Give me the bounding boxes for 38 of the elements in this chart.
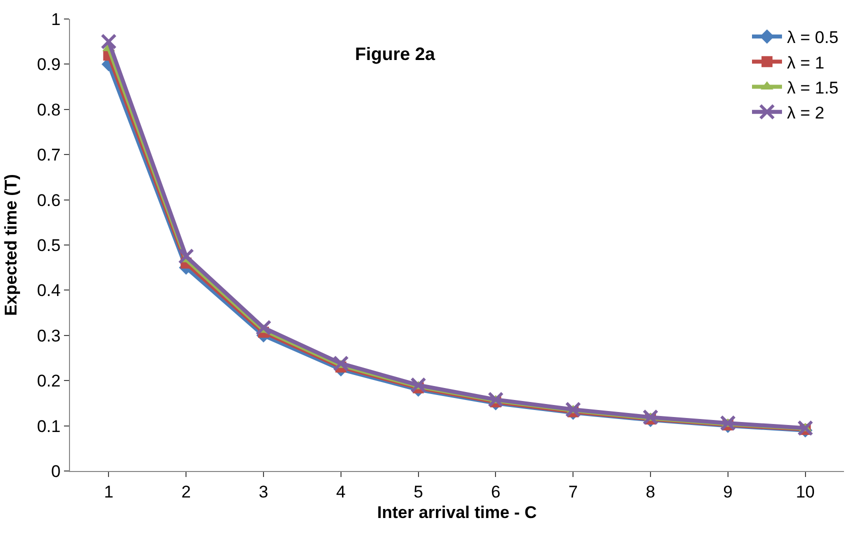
y-tick-label: 0.3 — [36, 326, 61, 346]
point — [256, 320, 272, 336]
x-tick-label: 5 — [414, 482, 424, 502]
text: Figure 2a — [355, 44, 436, 64]
y-tick-label: 0.2 — [36, 372, 61, 391]
x-tick-label: 6 — [490, 482, 500, 502]
point — [565, 402, 582, 418]
y-tick-label: 0.1 — [36, 416, 61, 436]
point — [178, 248, 194, 264]
x-tick-label: 8 — [646, 482, 656, 502]
legend-label: λ = 2 — [787, 103, 824, 122]
y-tick-label: 0.7 — [36, 146, 61, 165]
y-tick-label: 0 — [51, 462, 61, 481]
point — [488, 392, 504, 408]
y-tick-label: 0.9 — [36, 55, 61, 74]
point — [410, 377, 426, 394]
legend-label: λ = 1.5 — [787, 78, 839, 98]
x-tick-label: 4 — [336, 482, 346, 502]
point — [332, 355, 349, 372]
point — [642, 409, 658, 426]
x-tick-label: 3 — [258, 482, 268, 502]
y-axis-title: Expected time (T) — [2, 174, 21, 316]
x-tick-label: 9 — [723, 482, 733, 502]
legend-label: λ = 1 — [787, 53, 824, 72]
x-tick-label: 10 — [796, 482, 815, 502]
y-tick-label: 0.5 — [36, 236, 61, 255]
point — [100, 34, 117, 50]
y-tick-label: 0.8 — [36, 100, 61, 120]
y-tick-label: 0.4 — [36, 281, 61, 300]
y-tick-label: 1 — [51, 10, 61, 29]
point — [720, 415, 736, 432]
legend-label: λ = 0.5 — [787, 28, 839, 48]
x-tick-label: 2 — [181, 482, 191, 502]
y-tick-label: 0.6 — [36, 190, 61, 210]
x-tick-label: 1 — [104, 482, 114, 502]
point — [797, 420, 814, 436]
x-axis-title: Inter arrival time - C — [377, 502, 537, 522]
x-tick-label: 7 — [568, 482, 578, 502]
